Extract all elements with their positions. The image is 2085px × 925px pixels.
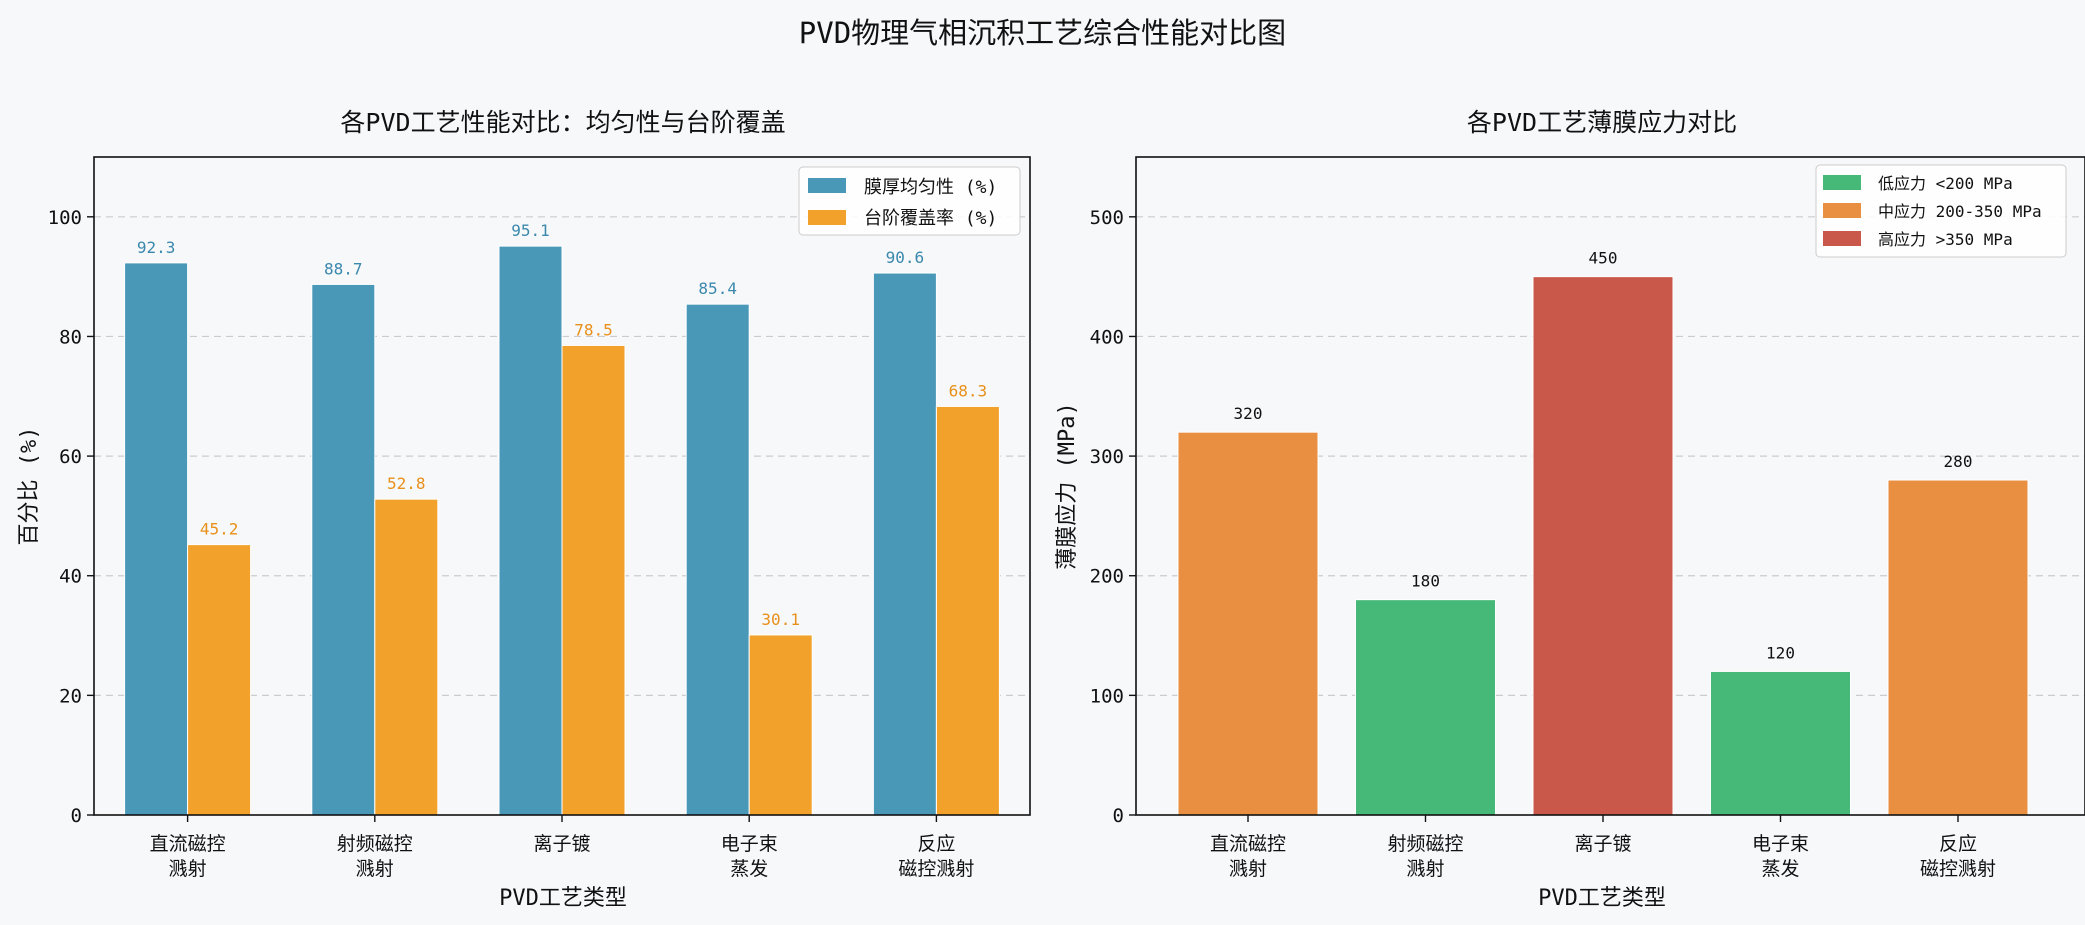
data-label: 78.5: [574, 320, 613, 339]
left-y-ticks: 0 20 40 60 80 100: [48, 207, 94, 827]
legend-swatch-high-stress: [1823, 231, 1861, 246]
left-chart: 各PVD工艺性能对比：均匀性与台阶覆盖 92.3 88.7 95.1 85.4 90.6…: [17, 108, 1031, 911]
y-tick-label: 0: [71, 805, 82, 827]
stress-bar-low: [1710, 670, 1851, 816]
right-y-axis-label: 薄膜应力 (MPa): [1055, 402, 1080, 569]
step-coverage-bar: [935, 405, 1000, 816]
legend-swatch-low-stress: [1823, 175, 1861, 190]
data-label: 92.3: [137, 238, 176, 257]
left-legend-box: [798, 166, 1021, 236]
data-label: 120: [1766, 643, 1795, 662]
uniformity-bar: [498, 245, 563, 816]
uniformity-bar: [872, 272, 937, 816]
y-tick-label: 80: [59, 326, 82, 348]
right-bars: 320 180 450 120 280: [1177, 249, 2029, 816]
x-tick-label: 磁控溅射: [1920, 858, 1996, 880]
step-coverage-bar: [561, 344, 626, 816]
data-label: 30.1: [761, 610, 800, 629]
data-label: 68.3: [949, 381, 988, 400]
x-tick-label: 溅射: [1229, 858, 1267, 880]
x-tick-label: 直流磁控: [1210, 833, 1286, 855]
x-tick-label: 反应: [1939, 833, 1977, 855]
right-x-axis-label: PVD工艺类型: [1538, 886, 1666, 911]
x-tick-label: 反应: [917, 833, 955, 855]
right-y-ticks: 0 100 200 300 400 500: [1090, 207, 1136, 827]
legend-swatch-step-coverage: [808, 210, 846, 225]
legend-label-uniformity: 膜厚均匀性 (%): [864, 177, 997, 198]
uniformity-bar: [685, 303, 750, 816]
x-tick-label: 电子束: [721, 833, 778, 855]
x-tick-label: 射频磁控: [337, 833, 413, 855]
data-label: 320: [1234, 404, 1263, 423]
x-tick-label: 溅射: [169, 858, 207, 880]
left-y-axis-label: 百分比 (%): [17, 427, 42, 546]
step-coverage-bar: [374, 498, 439, 816]
step-coverage-bar: [187, 544, 252, 816]
data-label: 85.4: [698, 279, 737, 298]
figure-title: PVD物理气相沉积工艺综合性能对比图: [798, 16, 1287, 50]
data-label: 95.1: [511, 221, 550, 240]
x-tick-label: 电子束: [1752, 833, 1809, 855]
data-label: 45.2: [200, 520, 239, 539]
right-legend: 低应力 <200 MPa 中应力 200-350 MPa 高应力 >350 MP…: [1815, 164, 2067, 258]
y-tick-label: 200: [1090, 566, 1124, 588]
legend-swatch-uniformity: [808, 178, 846, 193]
y-tick-label: 60: [59, 446, 82, 468]
x-tick-label: 离子镀: [1574, 833, 1631, 855]
y-tick-label: 20: [59, 685, 82, 707]
legend-label-high-stress: 高应力 >350 MPa: [1878, 230, 2013, 249]
left-x-axis-label: PVD工艺类型: [499, 886, 627, 911]
stress-bar-mid: [1177, 431, 1319, 816]
x-tick-label: 蒸发: [730, 858, 768, 880]
y-tick-label: 40: [59, 566, 82, 588]
left-legend: 膜厚均匀性 (%) 台阶覆盖率 (%): [798, 166, 1021, 236]
uniformity-bar: [311, 283, 376, 816]
left-chart-title: 各PVD工艺性能对比：均匀性与台阶覆盖: [340, 108, 785, 137]
data-label: 180: [1411, 572, 1440, 591]
right-chart: 各PVD工艺薄膜应力对比 320 180 450 120 280 0 100 200 300 4…: [1055, 108, 2085, 911]
data-label: 88.7: [324, 259, 363, 278]
x-tick-label: 直流磁控: [150, 833, 226, 855]
x-tick-label: 磁控溅射: [898, 858, 974, 880]
left-bars: 92.3 88.7 95.1 85.4 90.6 45.2 52.8 78.5 30.1 68.3: [124, 221, 1000, 816]
right-chart-title: 各PVD工艺薄膜应力对比: [1467, 108, 1737, 137]
y-tick-label: 100: [48, 207, 82, 229]
legend-label-mid-stress: 中应力 200-350 MPa: [1878, 202, 2042, 221]
stress-bar-low: [1355, 599, 1496, 816]
x-tick-label: 溅射: [356, 858, 394, 880]
y-tick-label: 0: [1113, 805, 1124, 827]
legend-swatch-mid-stress: [1823, 203, 1861, 218]
x-tick-label: 蒸发: [1761, 858, 1799, 880]
legend-label-step-coverage: 台阶覆盖率 (%): [864, 208, 997, 229]
step-coverage-bar: [748, 634, 813, 816]
legend-label-low-stress: 低应力 <200 MPa: [1878, 174, 2013, 193]
data-label: 450: [1589, 249, 1618, 268]
stress-bar-high: [1532, 276, 1674, 816]
data-label: 90.6: [886, 248, 925, 267]
x-tick-label: 溅射: [1406, 858, 1444, 880]
right-legend-box: [1815, 164, 2067, 258]
right-plot-frame: [1135, 156, 2085, 816]
uniformity-bar: [124, 262, 189, 816]
y-tick-label: 100: [1090, 685, 1124, 707]
data-label: 52.8: [387, 474, 426, 493]
x-tick-label: 射频磁控: [1387, 833, 1463, 855]
y-tick-label: 300: [1090, 446, 1124, 468]
data-label: 280: [1944, 452, 1973, 471]
x-tick-label: 离子镀: [533, 833, 590, 855]
y-tick-label: 400: [1090, 326, 1124, 348]
stress-bar-mid: [1887, 479, 2029, 816]
y-tick-label: 500: [1090, 207, 1124, 229]
